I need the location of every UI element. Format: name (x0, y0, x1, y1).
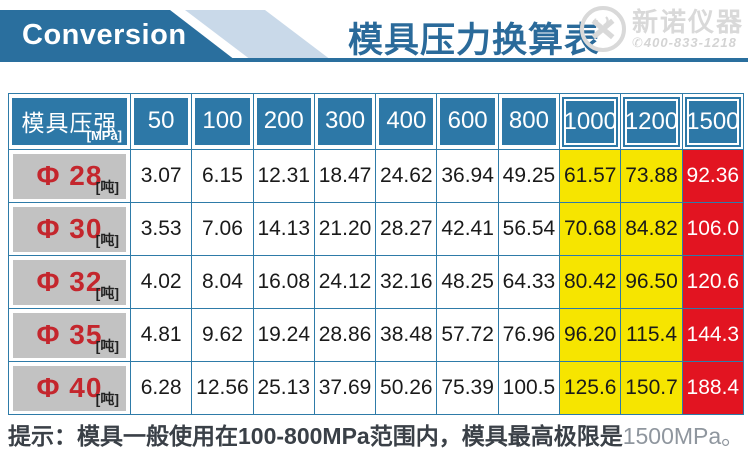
value-cell: 12.56 (191, 361, 254, 415)
row-label: Φ 32 (36, 266, 103, 297)
value-cell: 96.20 (559, 308, 622, 362)
header-cell-50: 50 (129, 93, 193, 150)
table-row-Φ28: Φ 28 [吨] 3.07 6.15 12.31 18.47 24.62 36.94 49.25… (8, 149, 745, 203)
header-cell-600: 600 (436, 93, 499, 150)
value-cell: 76.96 (497, 308, 561, 362)
value-cell: 80.42 (559, 255, 622, 309)
table-header-row: 模具压强 [MPa] 50 100 200 300 400 600 800 1000 1200 1… (8, 93, 745, 150)
pressure-conversion-table: 模具压强 [MPa] 50 100 200 300 400 600 800 1000 1200 1… (8, 93, 745, 415)
row-unit: [吨] (95, 337, 119, 354)
value-cell: 28.27 (375, 202, 438, 256)
value-cell: 12.31 (252, 149, 315, 203)
brand-name: 新诺仪器 (631, 6, 744, 37)
value-cell: 64.33 (497, 255, 561, 309)
header-cell-800: 800 (497, 93, 561, 150)
value-cell: 18.47 (313, 149, 377, 203)
value-cell: 32.16 (375, 255, 438, 309)
value-cell: 4.81 (129, 308, 193, 362)
value-cell: 38.48 (375, 308, 438, 362)
value-cell: 3.07 (129, 149, 193, 203)
corner-chip: 模具压强 [MPa] (12, 97, 127, 145)
value-cell: 96.50 (620, 255, 683, 309)
header-cell-1000: 1000 (559, 93, 622, 150)
value-cell: 14.13 (252, 202, 315, 256)
hint-note-suffix: 1500MPa。 (622, 423, 745, 449)
table-row-Φ35: Φ 35 [吨] 4.81 9.62 19.24 28.86 38.48 57.72 76.96… (8, 308, 745, 362)
table-row-Φ30: Φ 30 [吨] 3.53 7.06 14.13 21.20 28.27 42.41 56.54… (8, 202, 745, 256)
value-cell: 25.13 (252, 361, 315, 415)
header-cell-100: 100 (191, 93, 254, 150)
banner-label: Conversion (22, 18, 187, 51)
value-cell: 50.26 (375, 361, 438, 415)
value-cell: 6.15 (191, 149, 254, 203)
brand-logo: 新诺仪器 ✆400-833-1218 (579, 6, 744, 52)
row-unit: [吨] (95, 178, 119, 195)
brand-phone: ✆400-833-1218 (631, 34, 737, 50)
value-cell: 106.0 (681, 202, 745, 256)
value-cell: 49.25 (497, 149, 561, 203)
value-cell: 16.08 (252, 255, 315, 309)
value-cell: 56.54 (497, 202, 561, 256)
value-cell: 125.6 (559, 361, 622, 415)
row-label-cell: Φ 35 [吨] (8, 308, 131, 362)
value-cell: 7.06 (191, 202, 254, 256)
value-cell: 19.24 (252, 308, 315, 362)
value-cell: 188.4 (681, 361, 745, 415)
value-cell: 73.88 (620, 149, 683, 203)
value-cell: 9.62 (191, 308, 254, 362)
value-cell: 70.68 (559, 202, 622, 256)
value-cell: 92.36 (681, 149, 745, 203)
logo-mark-icon (579, 6, 626, 52)
value-cell: 4.02 (129, 255, 193, 309)
value-cell: 21.20 (313, 202, 377, 256)
value-cell: 36.94 (436, 149, 499, 203)
header-cell-1200: 1200 (620, 93, 683, 150)
hint-note-main: 提示：模具一般使用在100-800MPa范围内，模具最高极限是 (8, 423, 623, 449)
row-label: Φ 28 (36, 160, 103, 191)
row-unit: [吨] (95, 231, 119, 248)
value-cell: 120.6 (681, 255, 745, 309)
header-divider (0, 58, 748, 62)
header-cell-400: 400 (375, 93, 438, 150)
header-cell-300: 300 (313, 93, 377, 150)
value-cell: 6.28 (129, 361, 193, 415)
value-cell: 8.04 (191, 255, 254, 309)
value-cell: 100.5 (497, 361, 561, 415)
corner-cell: 模具压强 [MPa] (8, 93, 131, 150)
value-cell: 115.4 (620, 308, 683, 362)
value-cell: 84.82 (620, 202, 683, 256)
logo-text: 新诺仪器 ✆400-833-1218 (631, 6, 744, 50)
value-cell: 48.25 (436, 255, 499, 309)
row-label-cell: Φ 28 [吨] (8, 149, 131, 203)
value-cell: 3.53 (129, 202, 193, 256)
value-cell: 24.12 (313, 255, 377, 309)
page-title: 模具压力换算表 (348, 21, 601, 60)
hint-note: 提示：模具一般使用在100-800MPa范围内，模具最高极限是1500MPa。 (8, 417, 744, 451)
row-label: Φ 35 (36, 319, 103, 350)
header-cell-200: 200 (252, 93, 315, 150)
table-row-Φ40: Φ 40 [吨] 6.28 12.56 25.13 37.69 50.26 75.39 100.… (8, 361, 745, 415)
row-unit: [吨] (95, 284, 119, 301)
header-cell-1500: 1500 (681, 93, 745, 150)
value-cell: 42.41 (436, 202, 499, 256)
value-cell: 28.86 (313, 308, 377, 362)
phone-icon: ✆ (631, 34, 644, 50)
value-cell: 75.39 (436, 361, 499, 415)
row-label-cell: Φ 30 [吨] (8, 202, 131, 256)
value-cell: 61.57 (559, 149, 622, 203)
row-unit: [吨] (95, 390, 119, 407)
row-label-cell: Φ 32 [吨] (8, 255, 131, 309)
value-cell: 37.69 (313, 361, 377, 415)
value-cell: 57.72 (436, 308, 499, 362)
table-row-Φ32: Φ 32 [吨] 4.02 8.04 16.08 24.12 32.16 48.25 64.33… (8, 255, 745, 309)
value-cell: 144.3 (681, 308, 745, 362)
row-label: Φ 40 (36, 372, 103, 403)
row-label: Φ 30 (36, 213, 103, 244)
row-label-cell: Φ 40 [吨] (8, 361, 131, 415)
value-cell: 150.7 (620, 361, 683, 415)
value-cell: 24.62 (375, 149, 438, 203)
